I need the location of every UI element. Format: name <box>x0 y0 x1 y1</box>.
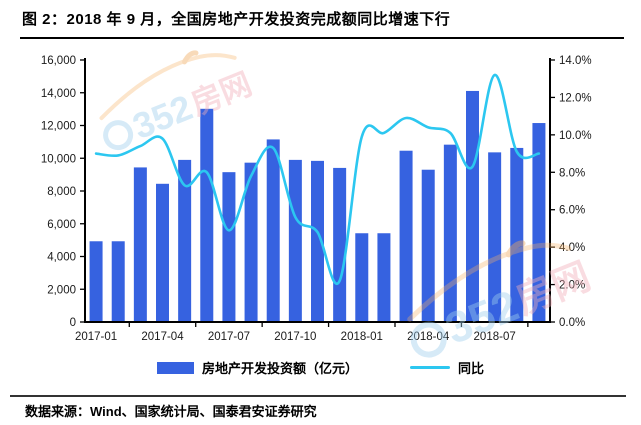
x-label: 2017-07 <box>208 331 250 343</box>
footer-divider <box>10 395 626 397</box>
y-left-label: 8,000 <box>47 186 76 198</box>
x-label: 2018-07 <box>474 331 516 343</box>
legend-bar-swatch <box>156 361 194 374</box>
x-label: 2017-01 <box>75 331 117 343</box>
chart-legend: 房地产开发投资额（亿元） 同比 <box>0 358 641 377</box>
bar-2017-11 <box>311 160 324 322</box>
bar-2017-06 <box>200 108 214 322</box>
x-label: 2018-01 <box>341 331 383 343</box>
y-right-label: 14.0% <box>559 55 592 67</box>
y-right-label: 12.0% <box>559 92 592 104</box>
bar-2017-05 <box>178 159 192 322</box>
bar-2018-01 <box>355 233 369 322</box>
y-left-label: 16,000 <box>41 55 76 67</box>
y-left-label: 4,000 <box>47 252 76 264</box>
y-right-label: 6.0% <box>559 205 585 217</box>
bar-2018-09 <box>532 123 546 322</box>
legend-item-yoy: 同比 <box>410 358 484 377</box>
bar-2017-02 <box>111 241 125 322</box>
y-right-label: 10.0% <box>559 130 592 142</box>
y-right-label: 2.0% <box>559 280 585 292</box>
y-right-label: 0.0% <box>559 317 585 329</box>
y-left-label: 14,000 <box>41 88 76 100</box>
x-label: 2017-10 <box>274 331 316 343</box>
bar-2017-10 <box>288 159 302 322</box>
figure-title-bar: 图 2：2018 年 9 月，全国房地产开发投资完成额同比增速下行 <box>20 6 624 39</box>
bar-2018-06 <box>466 90 479 322</box>
y-left-label: 2,000 <box>47 284 76 296</box>
bar-2017-01 <box>89 241 103 322</box>
chart-plot: 0 2,000 4,000 6,000 8,000 10,000 12,000 14,000 1… <box>41 55 592 343</box>
bar-2017-09 <box>266 139 280 322</box>
y-right-label: 8.0% <box>559 167 585 179</box>
bar-2017-07 <box>222 172 236 322</box>
yoy-line <box>94 73 541 285</box>
y-left-label: 6,000 <box>47 219 76 231</box>
y-left-label: 12,000 <box>41 121 76 133</box>
figure-title: 图 2：2018 年 9 月，全国房地产开发投资完成额同比增速下行 <box>22 11 451 28</box>
bar-2018-04 <box>421 169 435 322</box>
y-left-label: 10,000 <box>41 153 76 165</box>
bar-2017-08 <box>244 162 258 322</box>
bar-2017-04 <box>156 183 169 322</box>
data-source: 数据来源：Wind、国家统计局、国泰君安证券研究 <box>25 404 317 419</box>
y-right-label: 4.0% <box>559 242 585 254</box>
legend-item-investment: 房地产开发投资额（亿元） <box>156 358 358 377</box>
bar-2018-07 <box>488 152 502 322</box>
bar-2018-05 <box>443 144 457 322</box>
x-label: 2017-04 <box>141 331 184 343</box>
bar-2017-12 <box>333 167 347 322</box>
x-label: 2018-04 <box>407 331 450 343</box>
legend-bar-label: 房地产开发投资额（亿元） <box>201 361 358 376</box>
y-left-label: 0 <box>70 317 76 329</box>
bar-2017-03 <box>133 167 147 322</box>
bar-2018-08 <box>510 147 524 322</box>
bar-2018-03 <box>399 150 413 322</box>
legend-line-swatch <box>410 366 450 369</box>
bar-2018-02 <box>377 233 391 322</box>
legend-line-label: 同比 <box>458 361 485 376</box>
